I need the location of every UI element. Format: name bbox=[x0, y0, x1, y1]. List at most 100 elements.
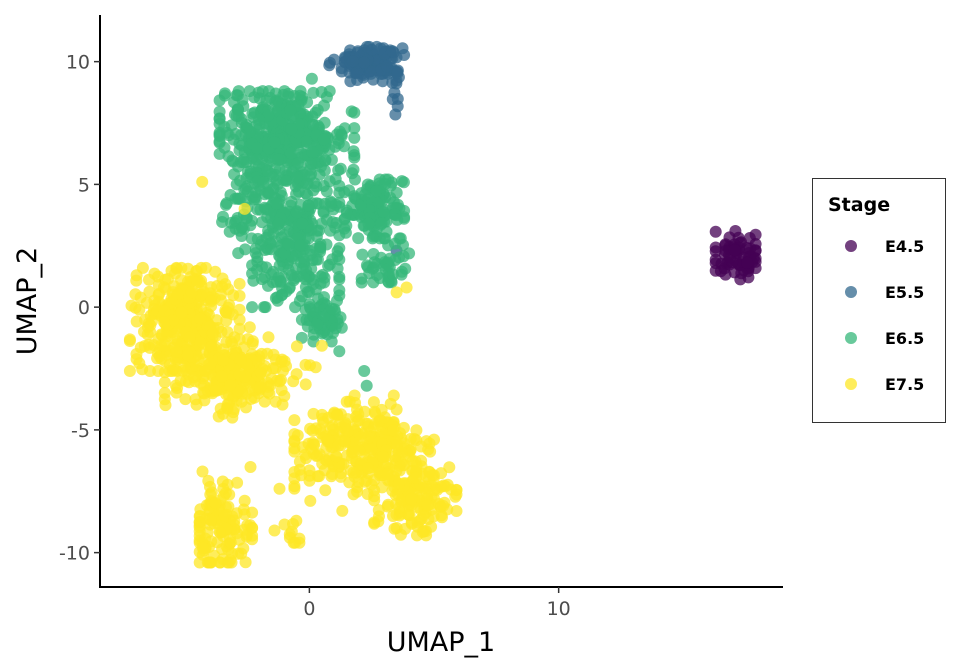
data-point-e5-5 bbox=[346, 55, 359, 68]
data-point-e6-5 bbox=[216, 216, 229, 228]
data-point-e7-5 bbox=[299, 358, 312, 371]
data-point-e6-5 bbox=[251, 251, 264, 264]
data-point-e6-5 bbox=[270, 197, 283, 210]
data-point-e7-5 bbox=[268, 524, 281, 537]
data-point-e7-5 bbox=[397, 421, 410, 434]
y-axis-title: UMAP_2 bbox=[12, 247, 43, 356]
data-point-e7-5 bbox=[309, 361, 322, 374]
data-point-e7-5 bbox=[365, 443, 378, 456]
data-point-e7-5 bbox=[198, 387, 211, 400]
data-point-e4-5 bbox=[709, 245, 722, 258]
data-point-e6-5 bbox=[234, 174, 247, 187]
data-point-e6-5 bbox=[306, 254, 319, 267]
data-point-e6-5 bbox=[333, 345, 346, 358]
data-point-e6-5 bbox=[356, 248, 369, 261]
data-point-e6-5 bbox=[318, 291, 330, 304]
data-point-e7-5 bbox=[415, 512, 428, 525]
data-point-e7-5 bbox=[315, 339, 328, 352]
data-point-e7-5 bbox=[175, 306, 188, 319]
legend-box bbox=[812, 178, 946, 423]
data-point-e6-5 bbox=[301, 320, 314, 333]
data-point-e7-5 bbox=[204, 357, 216, 370]
data-point-e7-5 bbox=[202, 474, 215, 487]
data-point-e7-5 bbox=[239, 556, 252, 569]
data-point-e7-5 bbox=[142, 338, 155, 351]
data-point-e7-5 bbox=[403, 509, 416, 521]
data-point-e7-5 bbox=[209, 265, 222, 278]
data-point-e6-5 bbox=[253, 113, 265, 126]
data-point-e6-5 bbox=[288, 90, 301, 102]
data-point-e4-5 bbox=[728, 244, 741, 257]
data-point-e6-5 bbox=[325, 196, 338, 209]
data-point-e6-5 bbox=[334, 162, 347, 175]
data-point-e6-5 bbox=[311, 318, 324, 331]
data-point-e7-5 bbox=[405, 493, 418, 506]
data-point-e6-5 bbox=[250, 153, 263, 166]
data-point-e7-5 bbox=[219, 487, 232, 499]
data-point-e6-5 bbox=[257, 176, 270, 189]
legend-label: E6.5 bbox=[885, 329, 924, 348]
legend: Stage E4.5 E5.5 E6.5 E7.5 bbox=[812, 178, 946, 423]
data-point-e6-5 bbox=[244, 125, 256, 138]
data-point-e6-5 bbox=[233, 224, 246, 237]
data-point-e7-5 bbox=[159, 282, 172, 295]
data-point-e7-5 bbox=[222, 556, 235, 569]
data-point-e6-5 bbox=[290, 206, 303, 219]
data-point-e6-5 bbox=[333, 125, 346, 138]
data-point-e6-5 bbox=[244, 219, 257, 232]
y-tick-label: 10 bbox=[66, 52, 90, 74]
data-point-e5-5 bbox=[335, 65, 348, 78]
data-point-e6-5 bbox=[390, 186, 403, 199]
data-point-e7-5 bbox=[290, 340, 303, 353]
data-point-e6-5 bbox=[280, 175, 293, 187]
x-axis-title: UMAP_1 bbox=[387, 627, 496, 658]
data-point-e6-5 bbox=[368, 256, 381, 269]
data-point-e7-5 bbox=[187, 371, 200, 384]
data-point-e6-5 bbox=[285, 123, 298, 136]
data-point-e6-5 bbox=[348, 190, 361, 203]
data-point-e6-5 bbox=[352, 232, 365, 245]
data-point-e6-5 bbox=[268, 136, 281, 149]
data-point-e7-5 bbox=[196, 347, 209, 359]
data-point-e7-5 bbox=[213, 556, 226, 569]
data-point-e7-5 bbox=[300, 452, 312, 465]
data-point-e7-5 bbox=[228, 514, 241, 527]
data-point-e7-5 bbox=[178, 360, 191, 373]
data-point-e7-5 bbox=[181, 349, 194, 362]
x-tick-label: 10 bbox=[547, 598, 571, 620]
data-point-e6-5 bbox=[363, 267, 376, 280]
data-point-e7-5 bbox=[443, 461, 456, 474]
data-point-e7-5 bbox=[238, 202, 251, 215]
data-point-e7-5 bbox=[196, 175, 209, 188]
data-point-e7-5 bbox=[254, 381, 267, 394]
legend-key-e4-5 bbox=[845, 240, 857, 252]
data-point-e6-5 bbox=[314, 243, 327, 255]
data-point-e7-5 bbox=[342, 425, 354, 438]
data-point-e7-5 bbox=[211, 536, 224, 549]
data-point-e7-5 bbox=[130, 348, 143, 360]
data-point-e6-5 bbox=[246, 301, 259, 314]
data-point-e6-5 bbox=[317, 133, 330, 146]
data-point-e7-5 bbox=[123, 365, 136, 377]
x-axis-ticks: 0 10 bbox=[303, 587, 571, 620]
data-point-e6-5 bbox=[273, 163, 286, 176]
data-point-e7-5 bbox=[288, 466, 301, 478]
data-point-e6-5 bbox=[227, 155, 240, 168]
data-point-e6-5 bbox=[306, 146, 319, 159]
data-point-e7-5 bbox=[348, 389, 361, 402]
data-point-e7-5 bbox=[125, 299, 138, 312]
data-point-e6-5 bbox=[348, 122, 361, 135]
data-point-e6-5 bbox=[378, 232, 391, 245]
data-point-e7-5 bbox=[351, 485, 364, 498]
data-point-e7-5 bbox=[376, 481, 389, 494]
points-layer bbox=[123, 40, 762, 569]
data-point-e7-5 bbox=[205, 486, 218, 499]
data-point-e6-5 bbox=[260, 94, 273, 107]
data-point-e7-5 bbox=[194, 312, 207, 325]
legend-items: E4.5 E5.5 E6.5 E7.5 bbox=[845, 237, 924, 394]
data-point-e7-5 bbox=[191, 276, 204, 289]
data-point-e7-5 bbox=[316, 408, 328, 421]
data-point-e6-5 bbox=[333, 289, 346, 302]
data-point-e7-5 bbox=[353, 444, 366, 457]
data-point-e7-5 bbox=[421, 499, 434, 512]
